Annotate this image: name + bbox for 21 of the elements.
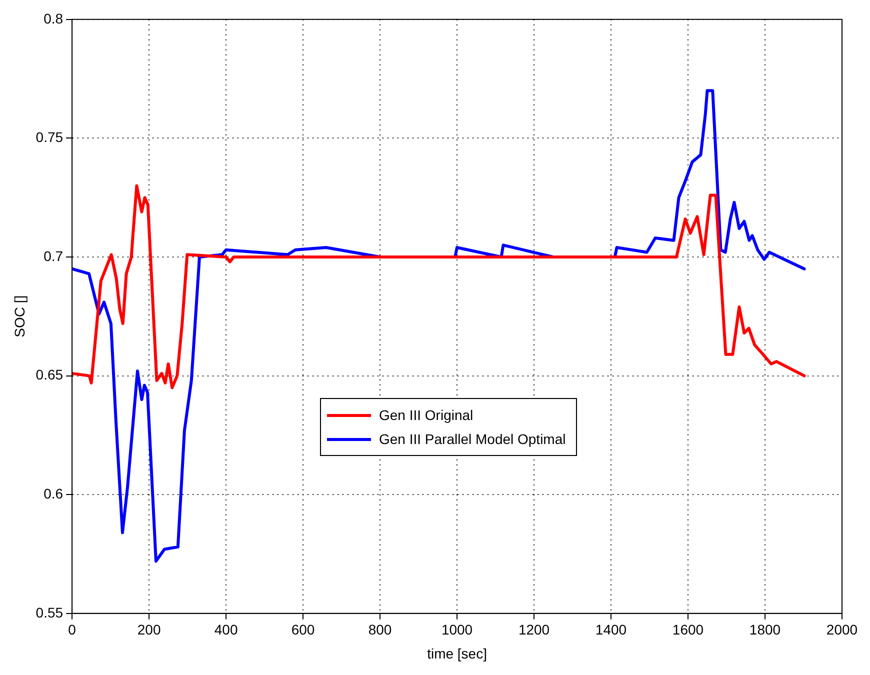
- x-axis-title: time [sec]: [427, 645, 487, 662]
- y-tick-label: 0.8: [44, 10, 64, 26]
- y-tick-label: 0.75: [36, 129, 64, 146]
- x-tick-label: 1600: [672, 622, 704, 638]
- y-tick-label: 0.65: [36, 366, 64, 383]
- x-tick-label: 1000: [441, 622, 473, 638]
- x-tick-label: 400: [214, 622, 238, 638]
- x-tick-label: 200: [137, 622, 161, 638]
- x-tick-label: 2000: [826, 622, 858, 638]
- y-tick-label: 0.7: [44, 248, 64, 264]
- y-tick-label: 0.55: [36, 604, 64, 620]
- legend-label: Gen III Original: [379, 407, 474, 423]
- x-tick-label: 1200: [518, 622, 550, 638]
- legend-label: Gen III Parallel Model Optimal: [379, 431, 566, 447]
- y-axis-title: SOC []: [11, 295, 28, 338]
- x-tick-label: 1800: [749, 622, 781, 638]
- y-tick-label: 0.6: [44, 485, 64, 502]
- x-tick-label: 1400: [595, 622, 627, 638]
- x-tick-label: 600: [291, 622, 315, 638]
- x-tick-label: 0: [68, 622, 76, 638]
- x-tick-label: 800: [368, 622, 392, 638]
